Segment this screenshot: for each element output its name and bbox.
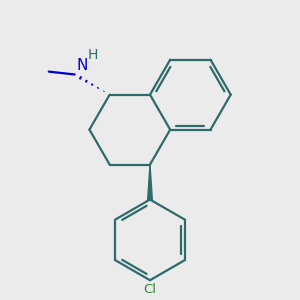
Text: N: N [76,58,88,73]
Text: H: H [88,48,98,62]
Text: Cl: Cl [143,283,157,296]
Polygon shape [148,165,152,200]
